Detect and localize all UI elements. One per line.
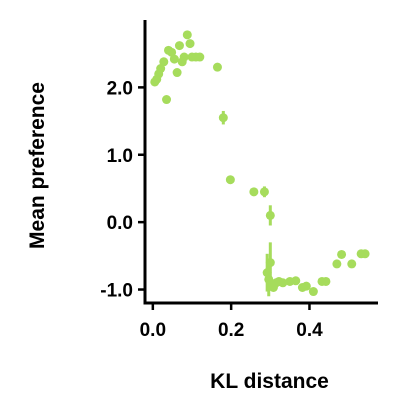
x-tick-label: 0.4 — [296, 320, 323, 341]
data-point — [179, 52, 189, 62]
data-point — [332, 259, 342, 269]
data-point — [360, 249, 370, 259]
data-point — [225, 175, 235, 185]
data-point — [321, 276, 331, 286]
y-axis-ticks: -1.0 0.0 1.0 2.0 — [100, 78, 145, 302]
data-point — [159, 57, 169, 67]
data-point — [337, 249, 347, 259]
data-point — [265, 258, 275, 268]
data-point — [265, 210, 275, 220]
data-point — [291, 276, 301, 286]
data-point — [185, 39, 195, 49]
x-tick-label: 0.2 — [218, 320, 244, 341]
data-point — [347, 259, 357, 269]
data-point — [301, 281, 311, 291]
data-point — [195, 52, 205, 62]
y-tick-label: 2.0 — [107, 78, 133, 99]
data-point — [249, 187, 259, 197]
data-point — [259, 187, 269, 197]
data-point — [156, 64, 166, 74]
x-axis-title: KL distance — [210, 370, 329, 393]
data-point — [212, 62, 222, 72]
data-point — [162, 95, 172, 105]
y-axis-title: Mean preference — [26, 82, 49, 249]
x-tick-label: 0.0 — [140, 320, 166, 341]
y-tick-label: -1.0 — [100, 281, 133, 302]
data-point — [169, 54, 179, 64]
x-axis-ticks: 0.0 0.2 0.4 — [140, 303, 323, 341]
data-point — [308, 287, 318, 297]
data-point — [167, 47, 177, 57]
data-point — [182, 30, 192, 40]
data-point — [278, 278, 288, 288]
data-points — [150, 30, 370, 297]
data-point — [174, 41, 184, 51]
y-tick-label: 0.0 — [107, 213, 133, 234]
data-point — [218, 113, 228, 123]
y-tick-label: 1.0 — [107, 146, 133, 167]
data-point — [172, 68, 182, 78]
